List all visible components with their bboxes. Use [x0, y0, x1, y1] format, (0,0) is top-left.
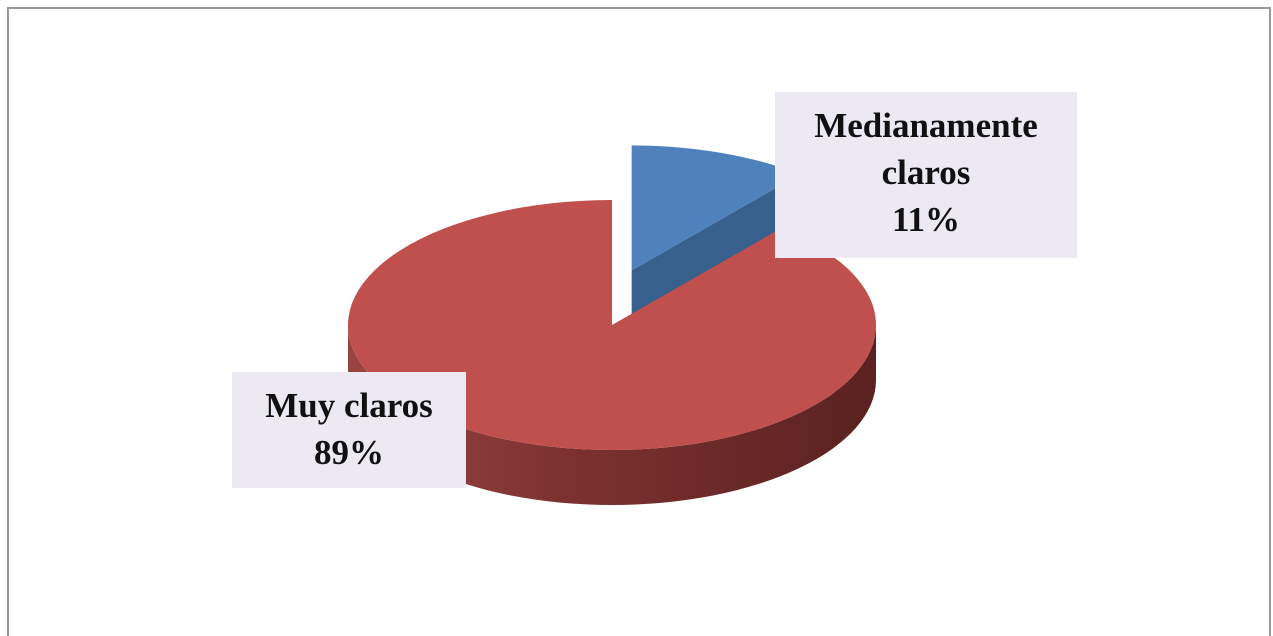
chart-border — [7, 7, 1271, 636]
data-label: Muy claros 89% — [232, 372, 466, 488]
data-label-category: Muy claros — [265, 386, 433, 425]
data-label-category: Medianamente claros — [814, 106, 1038, 192]
data-label-value: 89% — [314, 433, 384, 472]
slice — [347, 199, 876, 505]
data-label-value: 11% — [891, 200, 961, 239]
data-label: Medianamente claros 11% — [775, 92, 1077, 258]
slice-side — [348, 325, 876, 505]
slice-wall — [631, 174, 800, 326]
slice-top — [347, 199, 876, 451]
slice-top — [631, 145, 800, 271]
slice — [631, 145, 800, 326]
